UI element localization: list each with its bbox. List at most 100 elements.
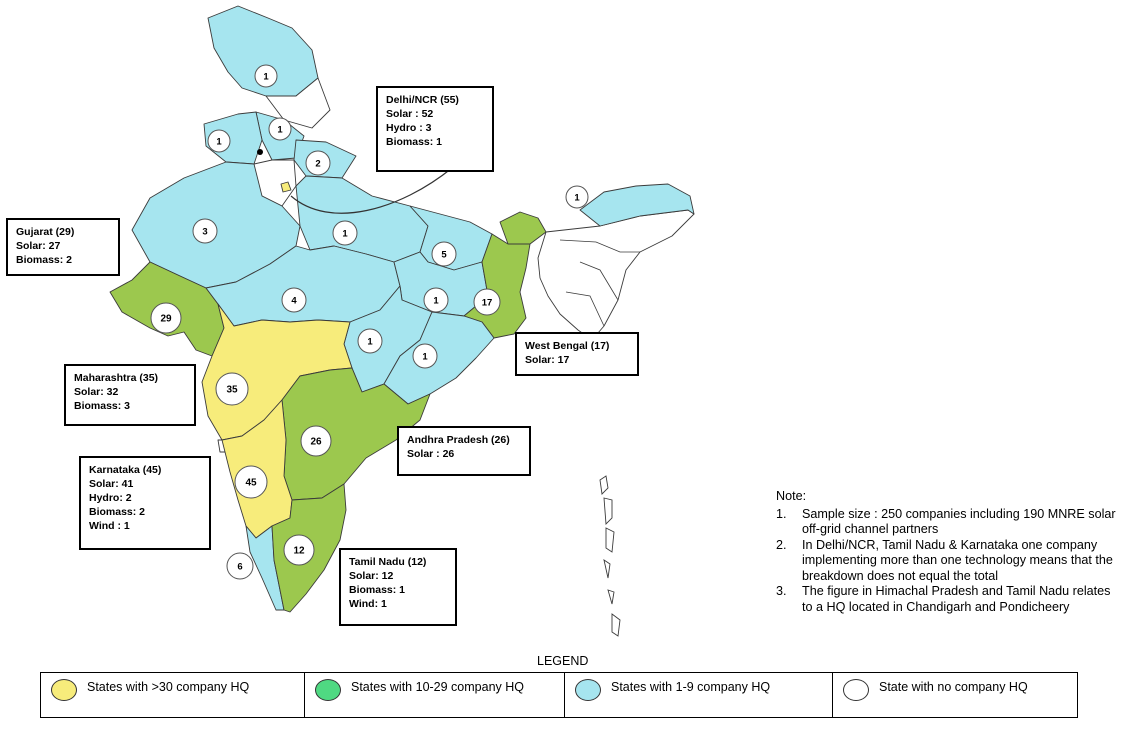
count-circle (254, 64, 278, 88)
callout-maharashtra: Maharashtra (35) Solar: 32 Biomass: 3 (64, 364, 196, 426)
note-list: 1. Sample size : 250 companies including… (776, 507, 1122, 616)
count-circle (234, 465, 268, 499)
legend-swatch-yellow-circle (51, 679, 77, 701)
callout-karnataka-title: Karnataka (45) (89, 464, 162, 476)
state-delhi (280, 181, 292, 193)
note-item-3: 3. The figure in Himachal Pradesh and Ta… (776, 584, 1122, 615)
callout-karnataka-hydro: Hydro: 2 (89, 492, 132, 504)
callout-tamil-nadu-biomass: Biomass: 1 (349, 584, 406, 596)
count-label: 1 (367, 337, 373, 348)
state-odisha (383, 311, 495, 405)
legend-label-over-30: States with >30 company HQ (87, 680, 250, 694)
count-circle (357, 328, 383, 354)
callout-tamil-nadu: Tamil Nadu (12) Solar: 12 Biomass: 1 Win… (339, 548, 457, 626)
callout-delhi: Delhi/NCR (55) Solar : 52 Hydro : 3 Biom… (376, 86, 494, 172)
callout-delhi-solar: Solar : 52 (386, 108, 434, 120)
count-circle (305, 150, 331, 176)
northeast-boundaries (559, 239, 640, 327)
count-label: 5 (441, 250, 447, 261)
count-circle (215, 372, 249, 406)
callout-andhra-pradesh-solar: Solar : 26 (407, 448, 455, 460)
count-circle (283, 534, 315, 566)
count-label: 17 (482, 298, 493, 309)
legend-item-over-30: States with >30 company HQ (41, 673, 305, 717)
callout-gujarat: Gujarat (29) Solar: 27 Biomass: 2 (6, 218, 120, 276)
note-item-3-text: The figure in Himachal Pradesh and Tamil… (802, 584, 1111, 614)
count-circle (226, 552, 254, 580)
count-label: 1 (422, 352, 428, 363)
legend-swatch-green-circle (315, 679, 341, 701)
legend-item-1-9: States with 1-9 company HQ (565, 673, 833, 717)
note-item-1-text: Sample size : 250 companies including 19… (802, 506, 1116, 537)
legend-label-10-29: States with 10-29 company HQ (351, 680, 524, 694)
legend-item-none: State with no company HQ (833, 673, 1077, 717)
callout-tamil-nadu-solar: Solar: 12 (349, 570, 394, 582)
callout-delhi-title: Delhi/NCR (55) (386, 94, 459, 106)
callout-gujarat-solar: Solar: 27 (16, 240, 61, 252)
count-circle (431, 241, 457, 267)
callout-andhra-pradesh: Andhra Pradesh (26) Solar : 26 (397, 426, 531, 476)
callout-karnataka-wind: Wind : 1 (89, 520, 130, 532)
count-circle (300, 425, 332, 457)
count-label: 2 (315, 159, 320, 170)
note-item-1-number: 1. (776, 506, 787, 521)
callout-west-bengal-title: West Bengal (17) (525, 340, 610, 352)
count-label: 4 (291, 296, 297, 307)
callout-andhra-pradesh-title: Andhra Pradesh (26) (407, 434, 510, 446)
count-label: 1 (263, 72, 269, 83)
count-circle (207, 129, 231, 153)
count-circle (332, 220, 358, 246)
count-circle (412, 343, 438, 369)
count-label: 1 (216, 137, 222, 148)
count-circle (281, 287, 307, 313)
delhi-connector-line (290, 167, 453, 214)
note-item-2-number: 2. (776, 537, 787, 552)
count-label: 3 (202, 227, 207, 238)
count-label: 1 (433, 296, 439, 307)
callout-gujarat-biomass: Biomass: 2 (16, 254, 73, 266)
count-label: 6 (237, 562, 242, 573)
count-label: 29 (160, 314, 172, 325)
callout-tamil-nadu-wind: Wind: 1 (349, 598, 387, 610)
chandigarh-dot (257, 149, 263, 155)
andaman-nicobar-islands (599, 475, 621, 637)
note-item-2: 2. In Delhi/NCR, Tamil Nadu & Karnataka … (776, 538, 1122, 585)
count-circle (150, 302, 182, 334)
note-block: Note: 1. Sample size : 250 companies inc… (776, 489, 1122, 615)
count-label: 1 (574, 193, 580, 204)
callout-karnataka-biomass: Biomass: 2 (89, 506, 146, 518)
count-label: 26 (310, 437, 322, 448)
count-label: 12 (293, 546, 305, 557)
note-item-1: 1. Sample size : 250 companies including… (776, 507, 1122, 538)
legend-label-1-9: States with 1-9 company HQ (611, 680, 771, 694)
legend: States with >30 company HQ States with 1… (40, 672, 1078, 718)
callout-karnataka: Karnataka (45) Solar: 41 Hydro: 2 Biomas… (79, 456, 211, 550)
callout-maharashtra-solar: Solar: 32 (74, 386, 119, 398)
count-label: 35 (226, 385, 238, 396)
count-circle (192, 218, 218, 244)
legend-label-none: State with no company HQ (879, 680, 1028, 694)
count-circle (473, 288, 501, 316)
callout-west-bengal-solar: Solar: 17 (525, 354, 570, 366)
count-label: 1 (277, 125, 283, 136)
state-arunachal-pradesh (579, 183, 695, 227)
callout-delhi-biomass: Biomass: 1 (386, 136, 443, 148)
count-label: 45 (245, 478, 257, 489)
legend-swatch-white-circle (843, 679, 869, 701)
count-circle (423, 287, 449, 313)
callout-maharashtra-title: Maharashtra (35) (74, 372, 159, 384)
count-label: 1 (342, 229, 348, 240)
state-sikkim (499, 211, 547, 245)
legend-item-10-29: States with 10-29 company HQ (305, 673, 565, 717)
callout-tamil-nadu-title: Tamil Nadu (12) (349, 556, 427, 568)
callout-karnataka-solar: Solar: 41 (89, 478, 134, 490)
callout-delhi-hydro: Hydro : 3 (386, 122, 432, 134)
count-circle (268, 117, 292, 141)
legend-title: LEGEND (537, 654, 589, 668)
callout-maharashtra-biomass: Biomass: 3 (74, 400, 131, 412)
count-circle (565, 185, 589, 209)
note-item-3-number: 3. (776, 584, 787, 598)
note-title: Note: (776, 489, 807, 503)
